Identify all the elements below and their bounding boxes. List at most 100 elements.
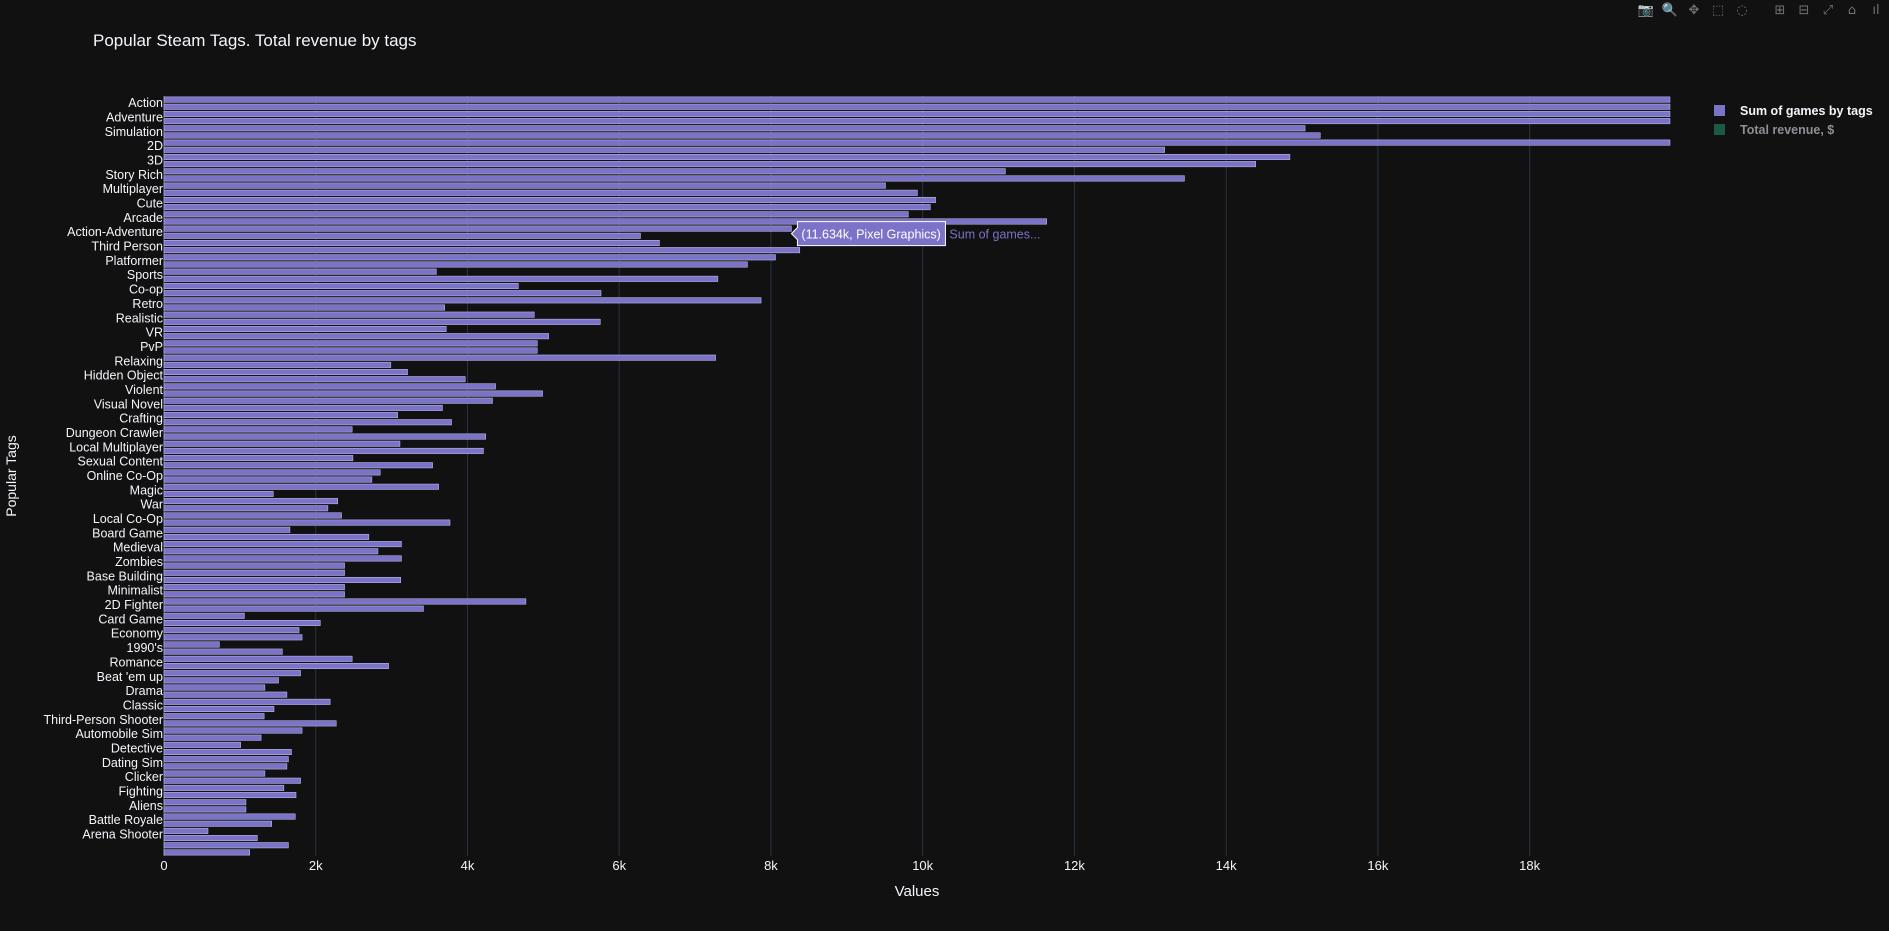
bar[interactable] bbox=[163, 770, 266, 777]
bar[interactable] bbox=[163, 741, 241, 748]
bar[interactable] bbox=[163, 713, 265, 720]
bar[interactable] bbox=[163, 562, 345, 569]
bar[interactable] bbox=[163, 648, 283, 655]
bar[interactable] bbox=[163, 96, 1671, 103]
bar[interactable] bbox=[163, 268, 437, 275]
bar[interactable] bbox=[163, 641, 220, 648]
bar[interactable] bbox=[163, 103, 1671, 110]
bar[interactable] bbox=[163, 225, 792, 232]
bar[interactable] bbox=[163, 720, 337, 727]
bar[interactable] bbox=[163, 318, 601, 325]
bar[interactable] bbox=[163, 806, 247, 813]
bar[interactable] bbox=[163, 684, 266, 691]
legend-item-label[interactable]: Total revenue, $ bbox=[1740, 123, 1834, 137]
bar[interactable] bbox=[163, 383, 496, 390]
bar[interactable] bbox=[163, 354, 716, 361]
bar[interactable] bbox=[163, 469, 381, 476]
bar[interactable] bbox=[163, 490, 274, 497]
bar[interactable] bbox=[163, 326, 447, 332]
bar[interactable] bbox=[163, 404, 443, 411]
bar[interactable] bbox=[163, 118, 1671, 125]
bar[interactable] bbox=[163, 777, 301, 784]
bar[interactable] bbox=[163, 827, 209, 834]
bar[interactable] bbox=[163, 849, 250, 856]
bar[interactable] bbox=[163, 670, 301, 677]
bar[interactable] bbox=[163, 634, 303, 641]
zoom-in-icon[interactable]: ⊞ bbox=[1774, 2, 1786, 18]
bar[interactable] bbox=[163, 168, 1006, 175]
bar[interactable] bbox=[163, 548, 379, 555]
bar[interactable] bbox=[163, 275, 719, 282]
bar[interactable] bbox=[163, 734, 262, 741]
plotly-logo-icon[interactable]: ıl bbox=[1872, 2, 1880, 18]
bar[interactable] bbox=[163, 756, 289, 763]
bar[interactable] bbox=[163, 842, 289, 849]
bar[interactable] bbox=[163, 419, 452, 426]
bar[interactable] bbox=[163, 462, 433, 469]
bar[interactable] bbox=[163, 297, 762, 304]
legend-swatch[interactable] bbox=[1714, 124, 1725, 135]
bar[interactable] bbox=[163, 153, 1291, 160]
camera-icon[interactable]: 📷 bbox=[1637, 2, 1655, 18]
bar[interactable] bbox=[163, 591, 345, 598]
zoom-icon[interactable]: 🔍 bbox=[1661, 2, 1679, 18]
bar[interactable] bbox=[163, 376, 466, 383]
bar[interactable] bbox=[163, 139, 1671, 146]
bar[interactable] bbox=[163, 311, 535, 318]
bar[interactable] bbox=[163, 483, 439, 490]
bar[interactable] bbox=[163, 569, 345, 576]
bar[interactable] bbox=[163, 261, 748, 268]
bar[interactable] bbox=[163, 412, 398, 419]
bar[interactable] bbox=[163, 397, 493, 404]
bar[interactable] bbox=[163, 620, 321, 626]
legend-item-label[interactable]: Sum of games by tags bbox=[1740, 104, 1873, 118]
legend-swatch[interactable] bbox=[1714, 105, 1725, 116]
bar[interactable] bbox=[163, 605, 424, 612]
bar[interactable] bbox=[163, 835, 258, 842]
bar[interactable] bbox=[163, 476, 373, 483]
bar[interactable] bbox=[163, 361, 392, 368]
bar[interactable] bbox=[163, 526, 291, 533]
bar[interactable] bbox=[163, 584, 345, 591]
bar[interactable] bbox=[163, 820, 272, 827]
bar[interactable] bbox=[163, 813, 296, 820]
autoscale-icon[interactable]: ⤢ bbox=[1822, 2, 1834, 18]
bars[interactable] bbox=[163, 96, 1671, 856]
bar[interactable] bbox=[163, 784, 285, 791]
bar[interactable] bbox=[163, 519, 451, 526]
lasso-select-icon[interactable]: ◌ bbox=[1736, 2, 1748, 18]
bar[interactable] bbox=[163, 218, 1047, 225]
bar[interactable] bbox=[163, 447, 484, 454]
bar[interactable] bbox=[163, 189, 918, 196]
bar[interactable] bbox=[163, 146, 1165, 153]
bar[interactable] bbox=[163, 110, 1671, 117]
bar[interactable] bbox=[163, 125, 1306, 132]
bar[interactable] bbox=[163, 512, 342, 519]
bar[interactable] bbox=[163, 204, 931, 211]
bar[interactable] bbox=[163, 612, 245, 619]
bar[interactable] bbox=[163, 698, 331, 705]
bar[interactable] bbox=[163, 390, 543, 397]
bar[interactable] bbox=[163, 576, 401, 583]
bar[interactable] bbox=[163, 440, 401, 447]
bar[interactable] bbox=[163, 541, 402, 548]
bar[interactable] bbox=[163, 290, 602, 297]
box-select-icon[interactable]: ⬚ bbox=[1711, 2, 1725, 18]
bar[interactable] bbox=[163, 498, 338, 505]
bar[interactable] bbox=[163, 175, 1185, 182]
bar[interactable] bbox=[163, 533, 370, 540]
bar[interactable] bbox=[163, 505, 329, 512]
bar[interactable] bbox=[163, 247, 801, 254]
bar[interactable] bbox=[163, 132, 1321, 139]
bar[interactable] bbox=[163, 627, 300, 634]
bar[interactable] bbox=[163, 433, 486, 440]
bar[interactable] bbox=[163, 691, 288, 698]
bar[interactable] bbox=[163, 555, 402, 562]
bar[interactable] bbox=[163, 340, 538, 347]
pan-icon[interactable]: ✥ bbox=[1688, 2, 1700, 18]
bar[interactable] bbox=[163, 161, 1257, 168]
reset-axes-icon[interactable]: ⌂ bbox=[1847, 2, 1857, 18]
bar[interactable] bbox=[163, 655, 353, 662]
bar[interactable] bbox=[163, 792, 297, 799]
bar[interactable] bbox=[163, 455, 354, 462]
